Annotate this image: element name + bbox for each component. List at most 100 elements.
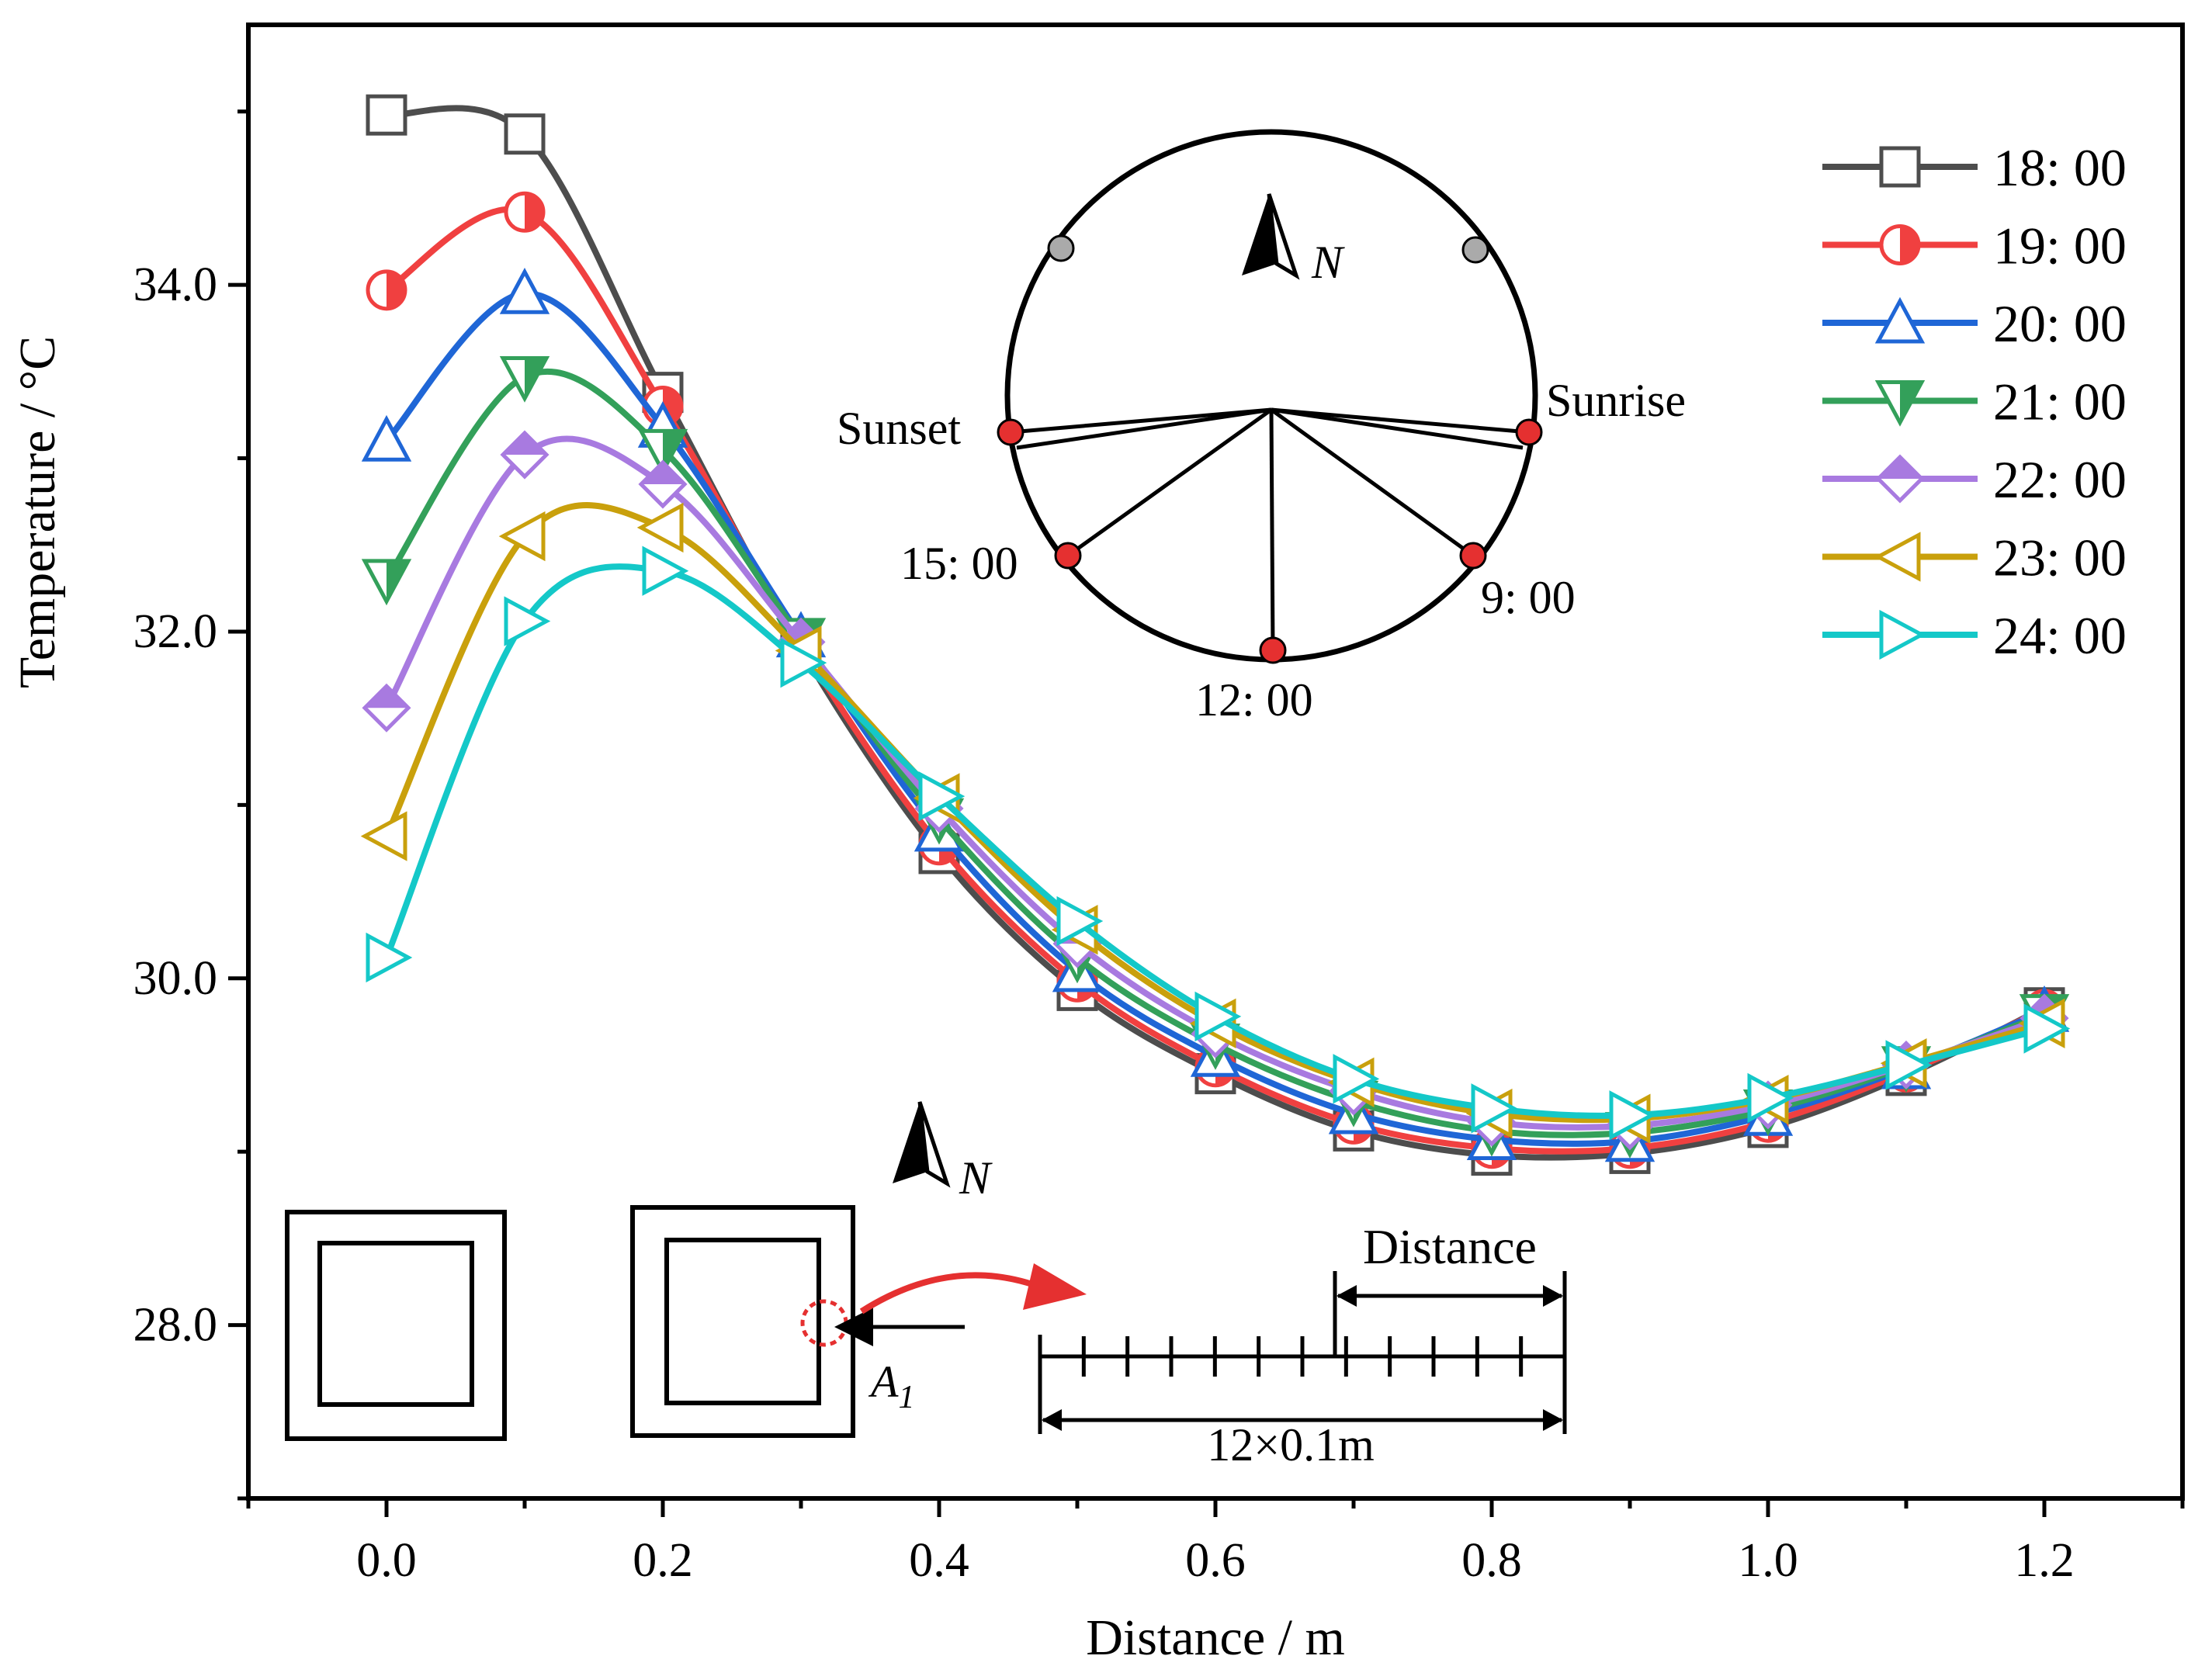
- data-point: [1885, 1040, 1933, 1090]
- legend-item: 20: 00: [1822, 294, 2127, 353]
- legend-item: 23: 00: [1822, 528, 2127, 587]
- time-15-label: 15: 00: [900, 538, 1018, 589]
- x-tick-label: 0.6: [1185, 1534, 1246, 1587]
- distance-label: Distance: [1363, 1219, 1537, 1274]
- data-point: [499, 356, 550, 403]
- legend-marker: [1874, 532, 1921, 582]
- data-point: [361, 559, 412, 606]
- point-12: [1259, 636, 1287, 664]
- legend-item: 18: 00: [1822, 138, 2127, 197]
- y-tick-label: 32.0: [133, 605, 218, 658]
- x-tick-label: 0.8: [1461, 1534, 1522, 1587]
- section-north-label: N: [959, 1152, 993, 1204]
- data-point: [498, 511, 546, 562]
- data-point: [1747, 1072, 1794, 1124]
- data-point: [361, 414, 412, 462]
- legend-item: 21: 00: [1822, 372, 2127, 431]
- legend-item: 22: 00: [1822, 450, 2127, 509]
- zoom-arrow-head: [1023, 1263, 1087, 1310]
- data-point: [499, 268, 550, 314]
- x-tick-label: 0.0: [356, 1534, 417, 1587]
- legend-marker: [1874, 296, 1926, 344]
- y-tick-label: 28.0: [133, 1299, 218, 1352]
- legend-label: 19: 00: [1993, 216, 2127, 275]
- distance-arrow-head-left: [1337, 1285, 1357, 1307]
- legend-marker: [1879, 146, 1921, 188]
- data-point: [362, 683, 411, 733]
- sunset-label: Sunset: [837, 403, 961, 454]
- series-4: [362, 430, 2069, 1151]
- legend: 18: 00 19: 00 20: 00 21: 00 22: 00 23: 00 24: …: [1822, 138, 2127, 665]
- compass-north-label: N: [1311, 237, 1345, 288]
- series-layer: [360, 94, 2071, 1176]
- series-6: [366, 546, 2071, 1141]
- data-point: [360, 811, 407, 861]
- data-point: [500, 430, 550, 480]
- distance-arrow-head-right: [1543, 1285, 1563, 1307]
- sunset-point: [997, 418, 1024, 446]
- legend-label: 22: 00: [1993, 450, 2127, 509]
- series-line: [386, 105, 2046, 1161]
- legend-label: 23: 00: [1993, 528, 2127, 587]
- distance-ruler: [1038, 1271, 1567, 1434]
- legend-marker: [1875, 454, 1925, 504]
- data-point: [642, 546, 689, 596]
- x-axis-title: Distance / m: [1086, 1609, 1345, 1666]
- x-axis: 0.0 0.2 0.4 0.6 0.8 1.0 1.2: [246, 1498, 2185, 1587]
- y-tick-label: 34.0: [133, 258, 218, 311]
- legend-marker: [1879, 224, 1921, 265]
- data-point: [638, 459, 688, 509]
- point-a1-highlight: [800, 1299, 848, 1347]
- point-9: [1459, 542, 1487, 570]
- point-15: [1054, 542, 1082, 570]
- data-point: [504, 596, 551, 646]
- data-point: [504, 113, 546, 155]
- data-point: [637, 428, 688, 476]
- north-arrow-icon-2: [893, 1101, 951, 1188]
- x-tick-label: 0.2: [633, 1534, 693, 1587]
- room-right-inner: [664, 1238, 821, 1405]
- data-point: [780, 637, 827, 688]
- sunrise-point: [1515, 418, 1543, 446]
- y-axis: 28.0 30.0 32.0 34.0: [133, 109, 248, 1501]
- data-point: [504, 191, 546, 233]
- span-arrow-head-left: [1042, 1409, 1062, 1431]
- data-point: [1333, 1054, 1380, 1104]
- x-tick-label: 1.2: [2014, 1534, 2075, 1587]
- data-point: [2023, 1003, 2071, 1054]
- legend-item: 19: 00: [1822, 216, 2127, 275]
- north-arrow-icon: [1242, 193, 1300, 280]
- span-arrow-head-right: [1543, 1409, 1563, 1431]
- sunrise-label: Sunrise: [1546, 375, 1686, 426]
- data-point: [366, 269, 407, 311]
- grey-point-right: [1461, 236, 1489, 264]
- compass-inset: N Sunset Sunrise 15: 00 9: 00 12: 00: [837, 129, 1686, 726]
- data-point: [1056, 895, 1104, 947]
- data-point: [636, 502, 684, 553]
- legend-label: 20: 00: [1993, 294, 2127, 353]
- legend-label: 18: 00: [1993, 138, 2127, 197]
- section-inset: N A1 Distance 12×0.1m: [285, 1101, 1567, 1470]
- span-label: 12×0.1m: [1207, 1419, 1375, 1470]
- y-tick-label: 30.0: [133, 952, 218, 1005]
- data-point: [366, 932, 413, 983]
- data-point: [1609, 1090, 1656, 1141]
- room-left-inner: [317, 1241, 474, 1407]
- zoom-arrow: [859, 1272, 1034, 1315]
- room-left-outer: [285, 1210, 507, 1441]
- legend-label: 21: 00: [1993, 372, 2127, 431]
- time-12-label: 12: 00: [1195, 674, 1313, 726]
- data-point: [1194, 991, 1242, 1042]
- x-tick-label: 0.4: [909, 1534, 969, 1587]
- sun-rays: [1010, 407, 1530, 651]
- data-point: [1471, 1083, 1518, 1134]
- time-9-label: 9: 00: [1481, 572, 1576, 623]
- x-tick-label: 1.0: [1738, 1534, 1798, 1587]
- legend-marker: [1879, 609, 1926, 660]
- legend-item: 24: 00: [1822, 606, 2127, 665]
- point-a1-label: A1: [868, 1356, 914, 1415]
- y-axis-title: Temperature / °C: [9, 336, 66, 688]
- grey-point-left: [1047, 234, 1075, 262]
- data-point: [366, 94, 407, 136]
